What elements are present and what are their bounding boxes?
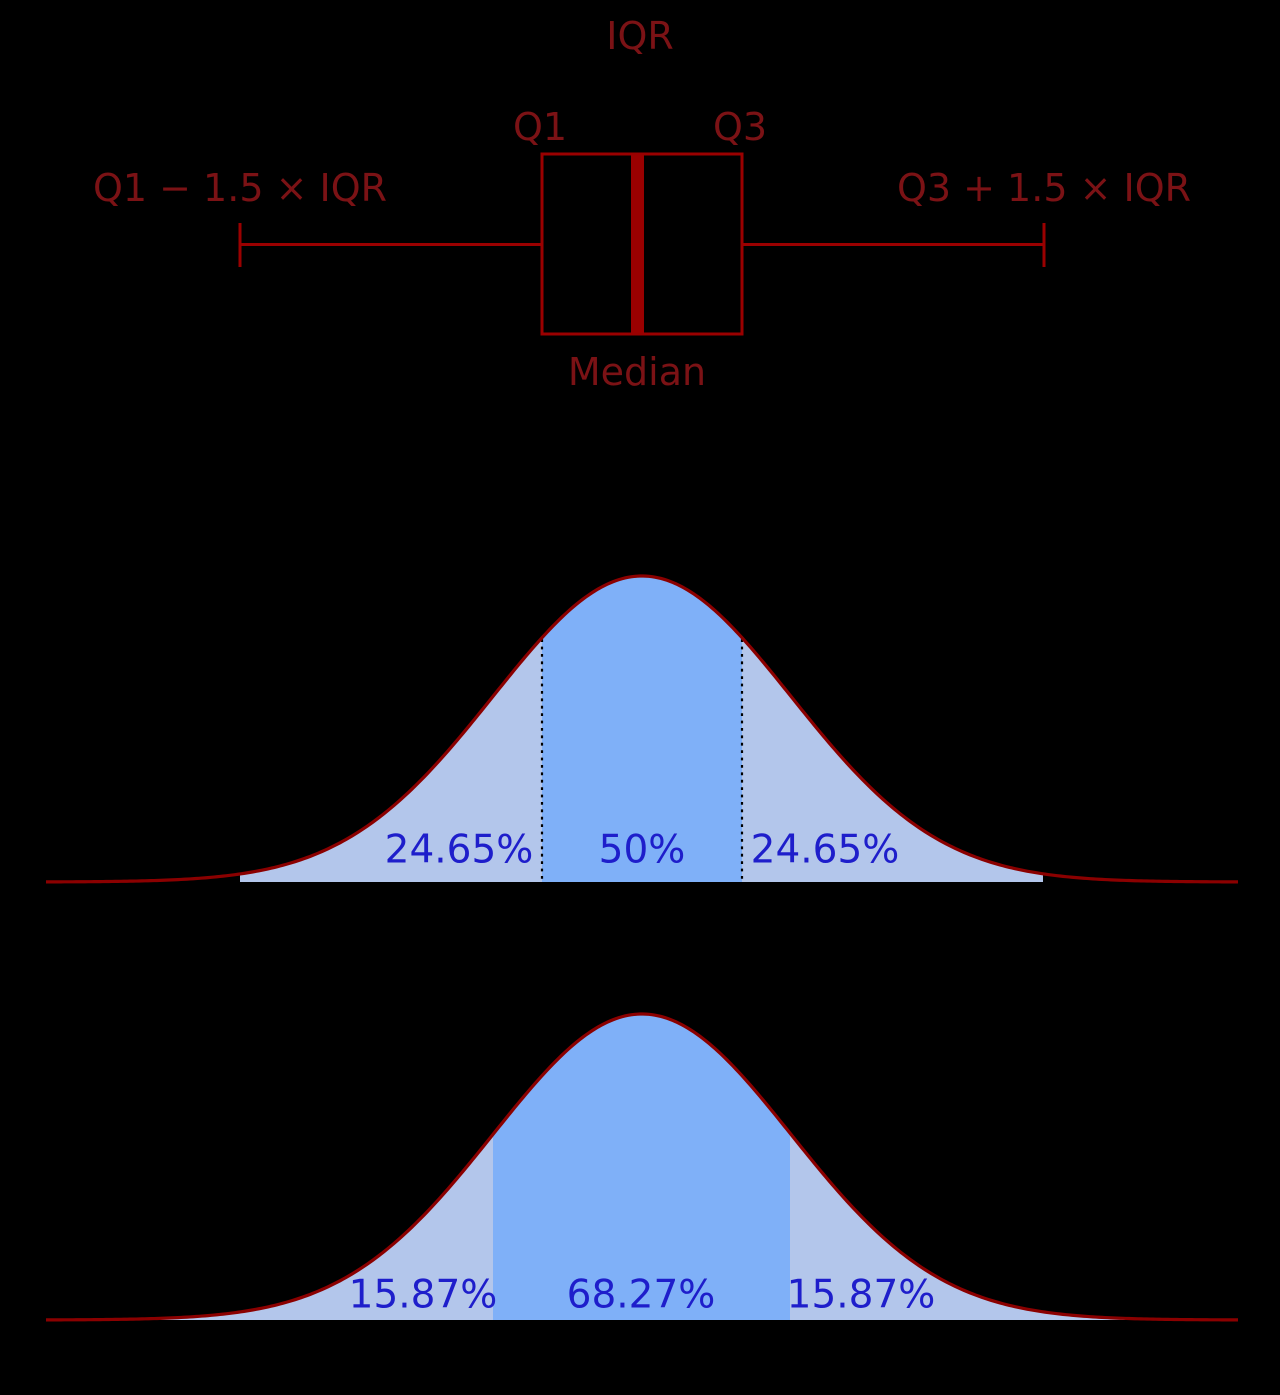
curve2-right-percent-label: 15.87% [786,1272,936,1318]
pdf-sigma-chart [45,1012,1239,1322]
curve2-center-percent-label: 68.27% [566,1272,716,1318]
sigma-pdf-curve [45,1012,1239,1322]
q1-label: Q1 [512,105,568,149]
quartile-center-area [542,576,742,882]
iqr-label: IQR [606,14,674,58]
curve1-center-percent-label: 50% [598,827,686,873]
median-label: Median [567,350,707,394]
q3-label: Q3 [712,105,768,149]
upper-fence-label: Q3 + 1.5 × IQR [896,166,1192,210]
lower-fence-label: Q1 − 1.5 × IQR [92,166,388,210]
curve1-right-percent-label: 24.65% [750,827,900,873]
median-line [631,154,644,334]
pdf-quartiles-chart [45,574,1239,884]
quartile-pdf-curve [45,574,1239,884]
sigma-center-area [493,1014,790,1320]
boxplot [238,152,1046,336]
curve1-left-percent-label: 24.65% [384,827,534,873]
curve2-left-percent-label: 15.87% [348,1272,498,1318]
